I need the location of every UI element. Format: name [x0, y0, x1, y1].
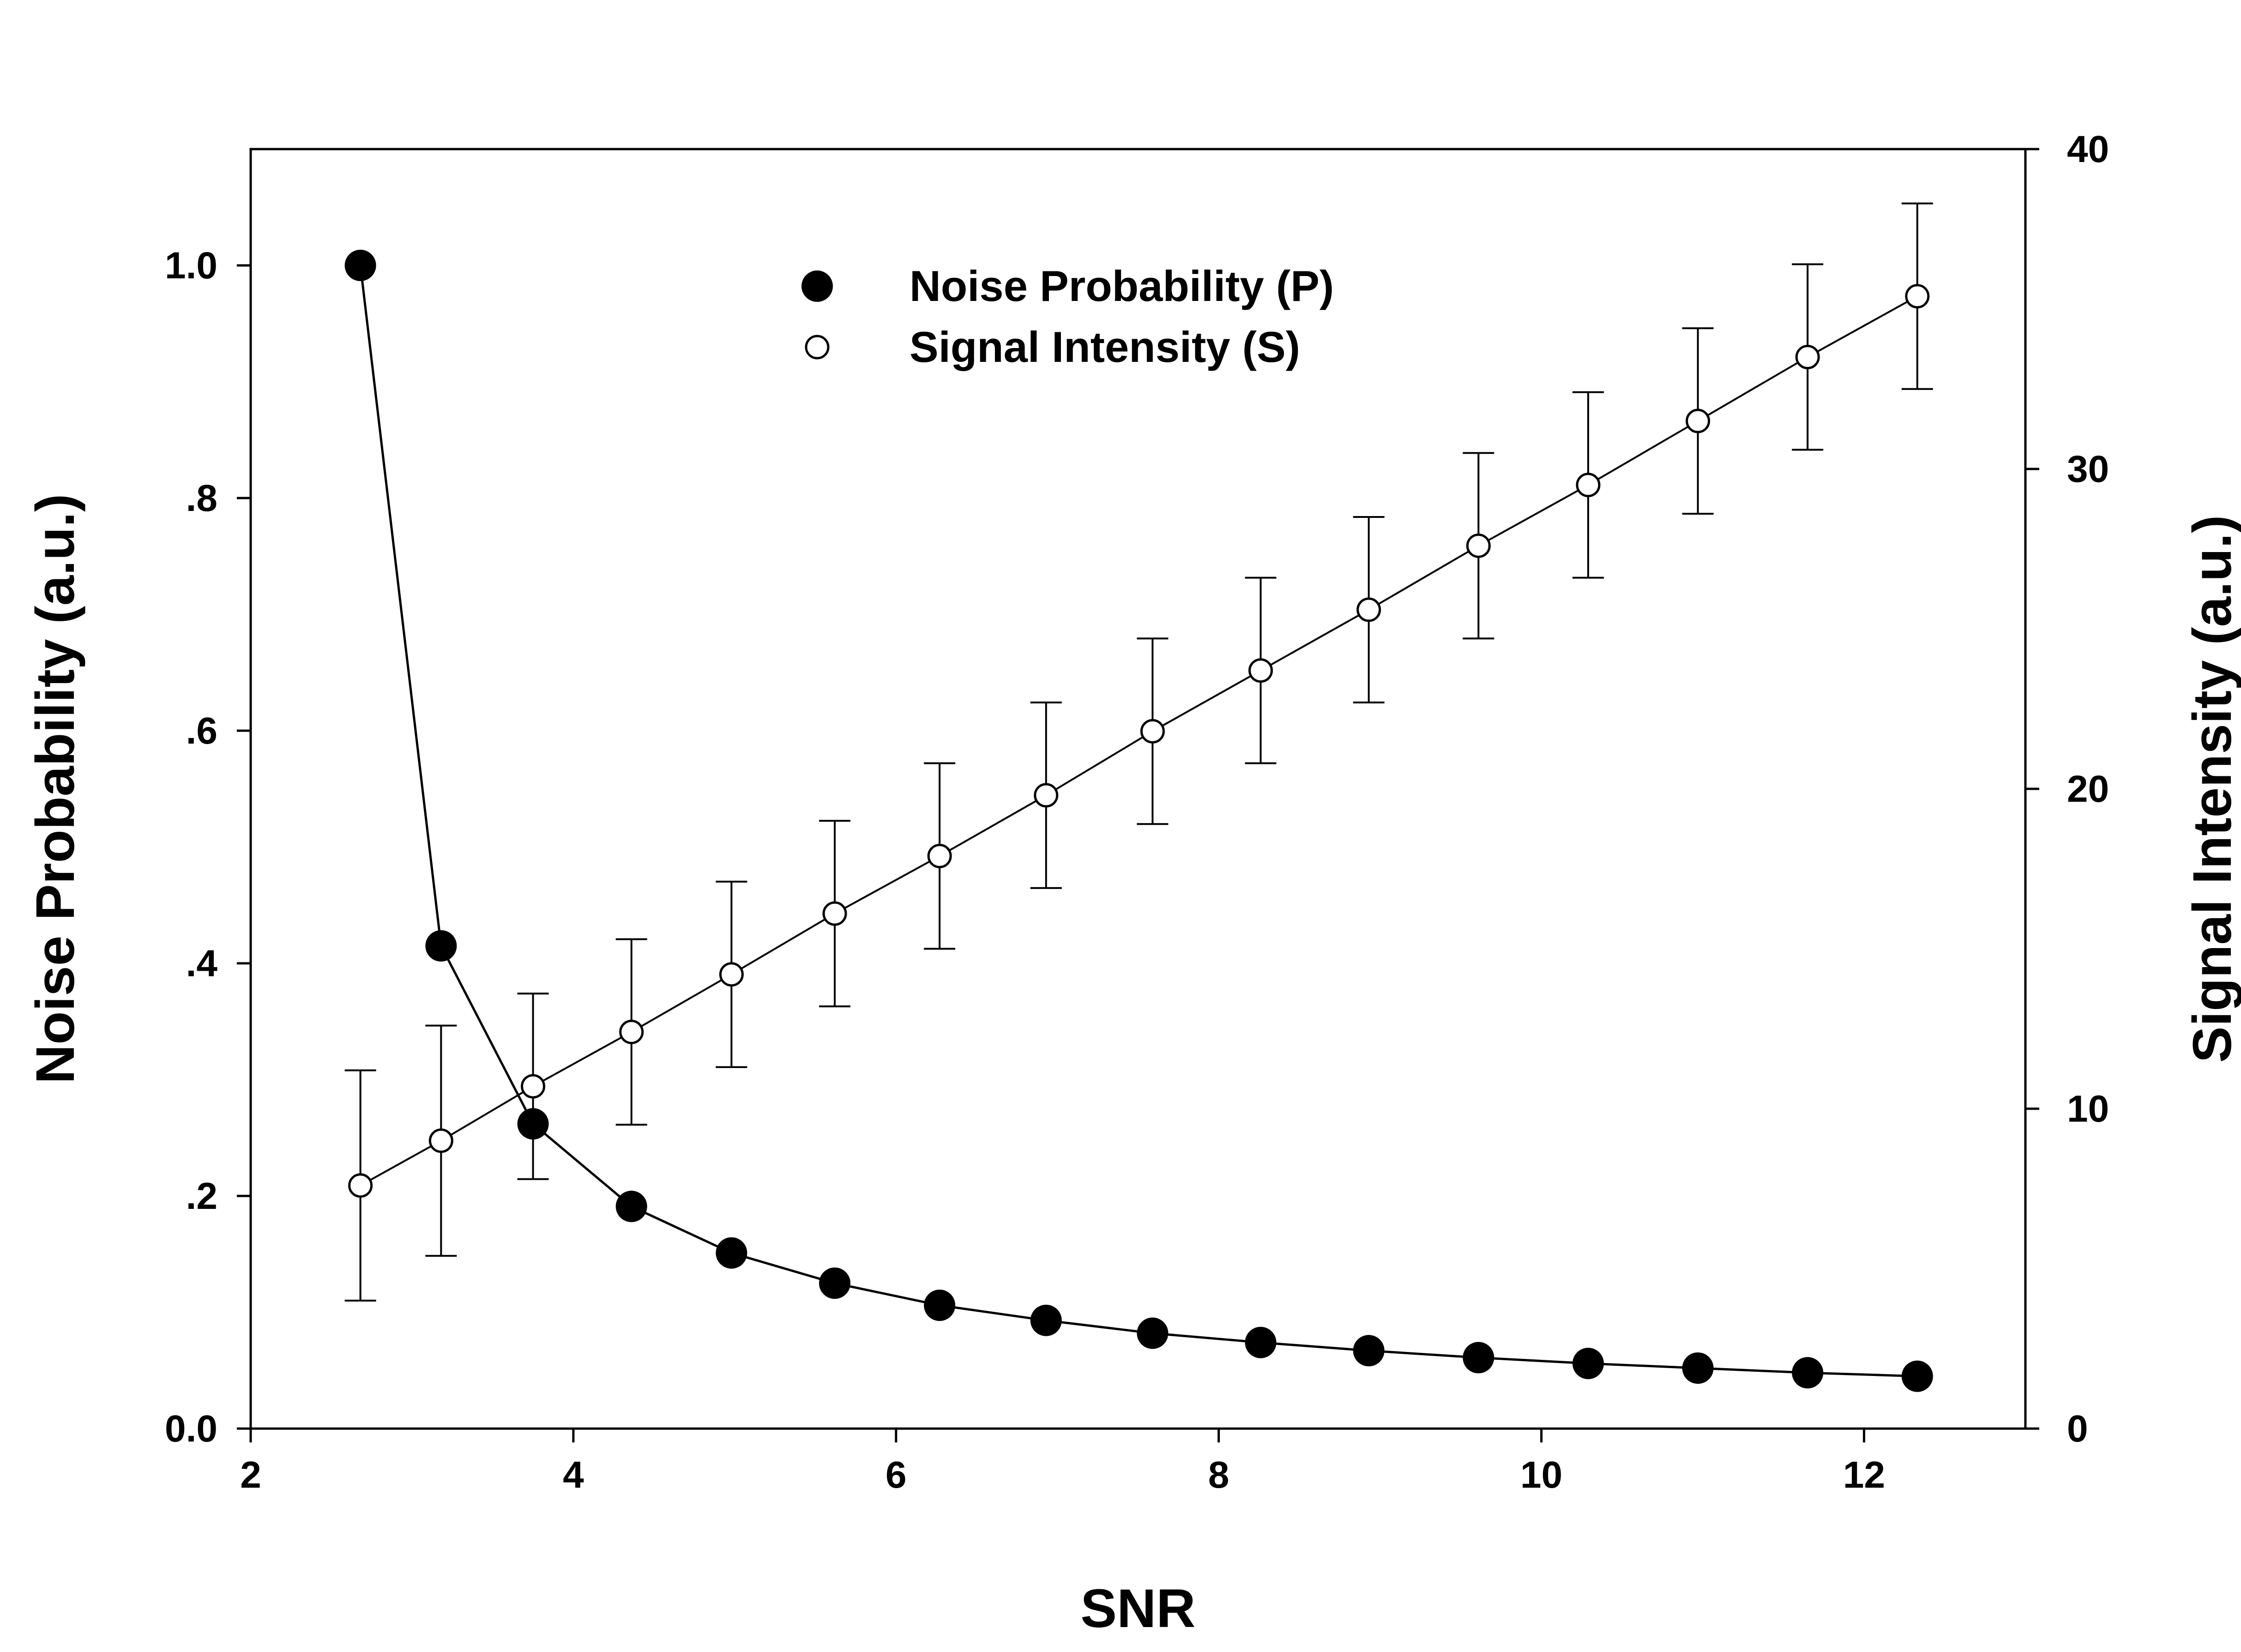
y-left-tick-label: .2	[186, 1175, 217, 1217]
signal-intensity-point	[822, 901, 847, 926]
signal-intensity-point	[1795, 344, 1820, 369]
y-left-tick-label: .4	[186, 943, 218, 985]
x-tick-label: 2	[240, 1454, 261, 1496]
signal-intensity-point	[1905, 284, 1930, 309]
y-left-tick-label: 1.0	[165, 245, 217, 287]
noise-probability-point	[1572, 1347, 1604, 1379]
noise-probability-point	[615, 1190, 647, 1222]
signal-intensity-point	[1356, 597, 1381, 622]
noise-probability-point	[924, 1289, 956, 1321]
legend-marker-signal-intensity	[805, 335, 830, 360]
x-tick-label: 10	[1520, 1454, 1562, 1496]
noise-probability-point	[1792, 1357, 1824, 1389]
y-left-tick-label: .8	[186, 477, 217, 519]
noise-probability-point	[1137, 1317, 1169, 1349]
noise-probability-point	[819, 1268, 851, 1299]
signal-intensity-point	[1248, 658, 1273, 683]
signal-intensity-point	[619, 1020, 644, 1045]
y-right-tick-label: 20	[2067, 768, 2109, 810]
y-axis-right-title: Signal Intensity (a.u.)	[2182, 515, 2241, 1063]
legend-label-noise-probability: Noise Probability (P)	[910, 262, 1334, 310]
signal-intensity-point	[719, 962, 744, 987]
signal-intensity-point	[348, 1173, 373, 1198]
noise-probability-point	[1030, 1304, 1062, 1336]
y-right-tick-label: 10	[2067, 1088, 2109, 1130]
noise-probability-line	[359, 265, 1917, 1378]
y-right-tick-label: 30	[2067, 448, 2109, 490]
y-axis-left-title: Noise Probability (a.u.)	[25, 494, 86, 1084]
x-tick-label: 6	[886, 1454, 907, 1496]
signal-intensity-point	[521, 1074, 546, 1099]
signal-intensity-point	[1140, 719, 1165, 744]
signal-intensity-point	[1686, 408, 1711, 433]
legend-label-signal-intensity: Signal Intensity (S)	[910, 323, 1300, 371]
signal-intensity-point	[927, 844, 952, 869]
noise-probability-point	[1353, 1335, 1385, 1367]
noise-probability-point	[1682, 1352, 1714, 1384]
x-axis: 2 4 6 8 10 12	[240, 1429, 1885, 1496]
x-tick-label: 8	[1208, 1454, 1229, 1496]
y-axis-right: 0 10 20 30 40	[2025, 128, 2109, 1450]
y-right-tick-label: 0	[2067, 1408, 2088, 1450]
series-noise-probability	[344, 250, 1933, 1392]
y-axis-left: 0.0 .2 .4 .6 .8 1.0	[165, 245, 251, 1450]
x-tick-label: 12	[1843, 1454, 1885, 1496]
y-left-tick-label: .6	[186, 710, 217, 752]
signal-intensity-point	[1466, 533, 1491, 558]
y-right-tick-label: 40	[2067, 128, 2109, 170]
noise-probability-point	[1463, 1342, 1494, 1374]
signal-intensity-point	[1576, 473, 1601, 498]
noise-probability-point	[716, 1237, 747, 1269]
legend-marker-noise-probability	[801, 270, 833, 302]
noise-probability-point	[1245, 1327, 1277, 1358]
signal-intensity-point	[1034, 783, 1059, 808]
noise-probability-point	[1901, 1360, 1933, 1392]
noise-probability-point	[344, 250, 376, 281]
noise-probability-point	[425, 930, 457, 962]
signal-intensity-point	[428, 1128, 453, 1153]
series-signal-intensity	[344, 202, 1933, 1302]
noise-probability-point	[517, 1108, 549, 1140]
signal-intensity-line	[360, 295, 1918, 1187]
y-left-tick-label: 0.0	[165, 1408, 217, 1450]
x-axis-title: SNR	[1080, 1578, 1195, 1639]
x-tick-label: 4	[563, 1454, 584, 1496]
legend: Noise Probability (P) Signal Intensity (…	[801, 262, 1334, 371]
